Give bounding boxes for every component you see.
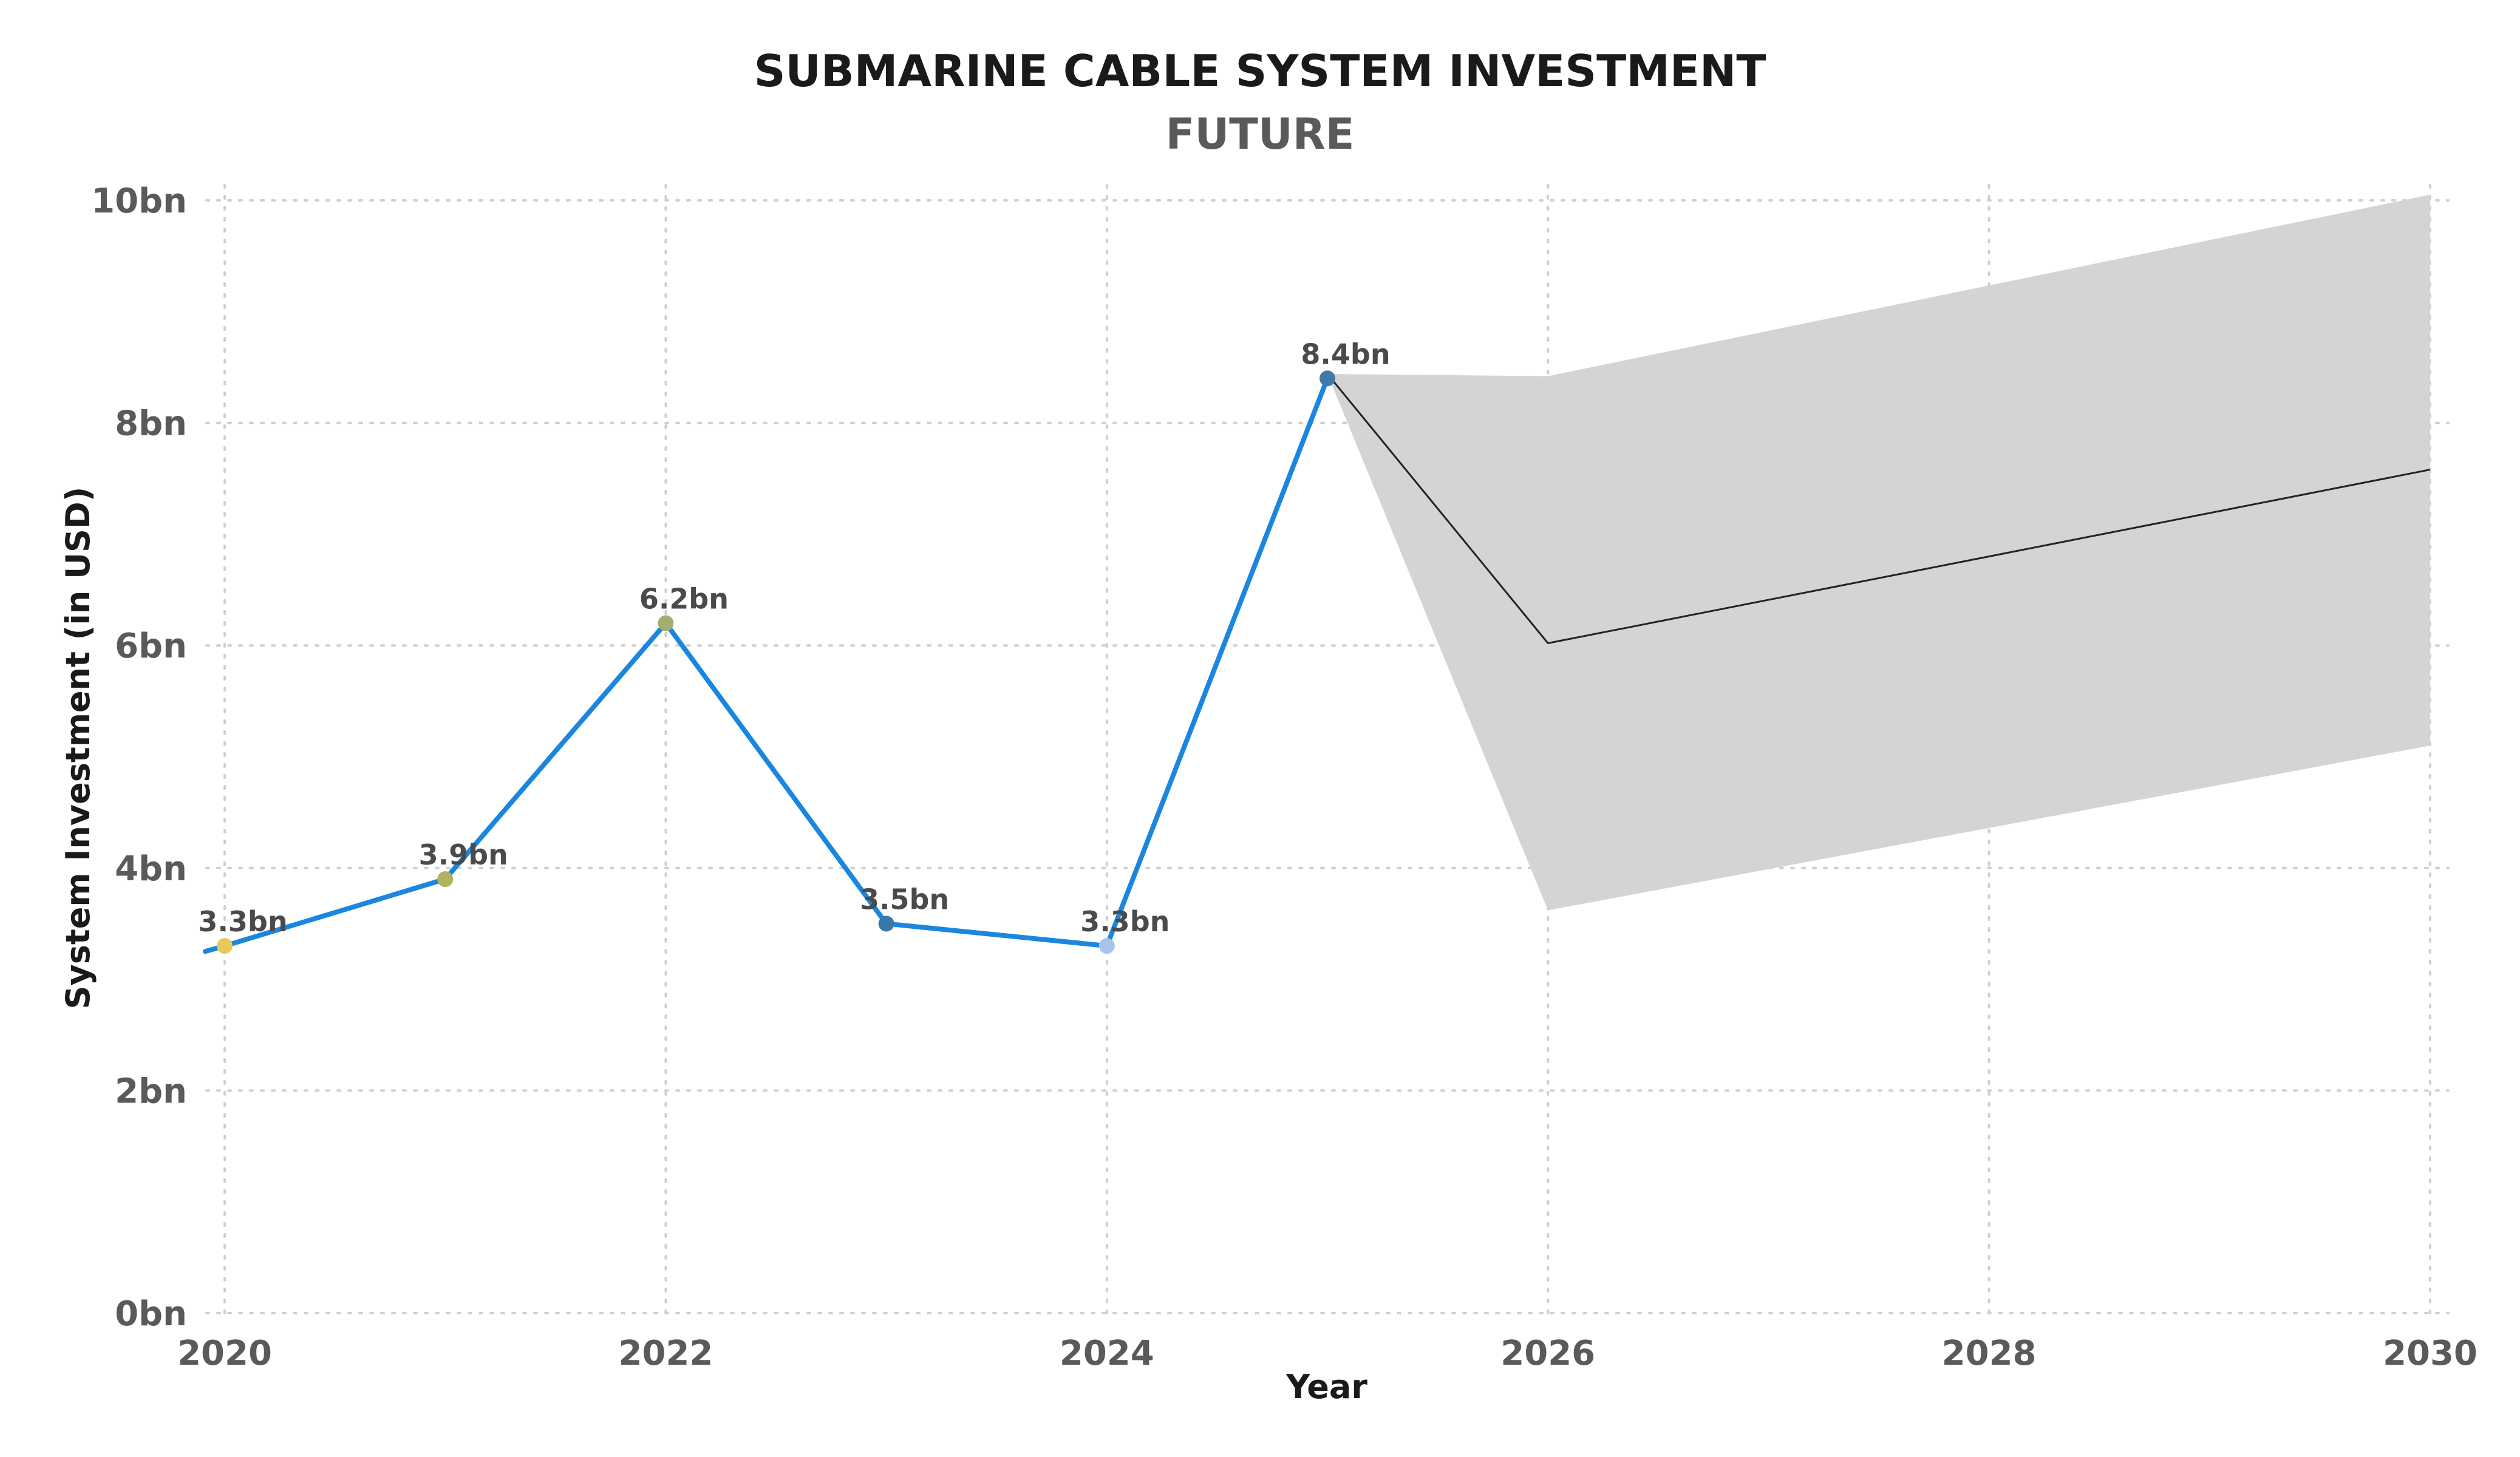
data-point xyxy=(437,871,454,888)
data-point-layer xyxy=(217,370,1335,954)
forecast-band-layer xyxy=(1327,194,2430,911)
y-tick-label: 6bn xyxy=(115,627,187,666)
chart-title: SUBMARINE CABLE SYSTEM INVESTMENT xyxy=(754,46,1766,97)
data-label-layer: 3.3bn 3.9bn 6.2bn 3.5bn 3.3bn 8.4bn xyxy=(198,338,1390,938)
data-label: 8.4bn xyxy=(1301,338,1390,370)
x-axis-title: Year xyxy=(1286,1368,1367,1406)
data-label: 3.5bn xyxy=(860,883,949,915)
x-tick-label: 2024 xyxy=(1060,1334,1154,1373)
y-tick-label: 10bn xyxy=(91,182,187,221)
y-axis-title: System Investment (in USD) xyxy=(59,487,97,1010)
y-tick-label: 2bn xyxy=(115,1072,187,1111)
y-tick-label: 8bn xyxy=(115,404,187,444)
data-label: 6.2bn xyxy=(639,583,729,616)
x-tick-label: 2026 xyxy=(1500,1334,1595,1373)
data-label: 3.9bn xyxy=(419,838,508,871)
data-point xyxy=(217,938,233,954)
series-line xyxy=(203,376,1330,954)
data-point xyxy=(658,615,674,631)
data-point xyxy=(878,915,894,932)
forecast-confidence-band xyxy=(1327,194,2430,911)
tick-label-layer: 0bn 2bn 4bn 6bn 8bn 10bn 2020 2022 2024 2026 2028 2… xyxy=(91,182,2477,1373)
data-point xyxy=(1098,938,1115,954)
y-tick-label: 4bn xyxy=(115,849,187,889)
x-tick-label: 2022 xyxy=(618,1334,713,1373)
data-label: 3.3bn xyxy=(1080,905,1170,938)
y-tick-label: 0bn xyxy=(115,1294,187,1334)
data-label: 3.3bn xyxy=(198,905,287,938)
forecast-line xyxy=(1326,373,2431,645)
x-tick-label: 2030 xyxy=(2383,1334,2477,1373)
x-tick-label: 2020 xyxy=(177,1334,272,1373)
x-tick-label: 2028 xyxy=(1942,1334,2037,1373)
data-point xyxy=(1320,370,1335,387)
chart-subtitle: FUTURE xyxy=(1166,109,1355,159)
